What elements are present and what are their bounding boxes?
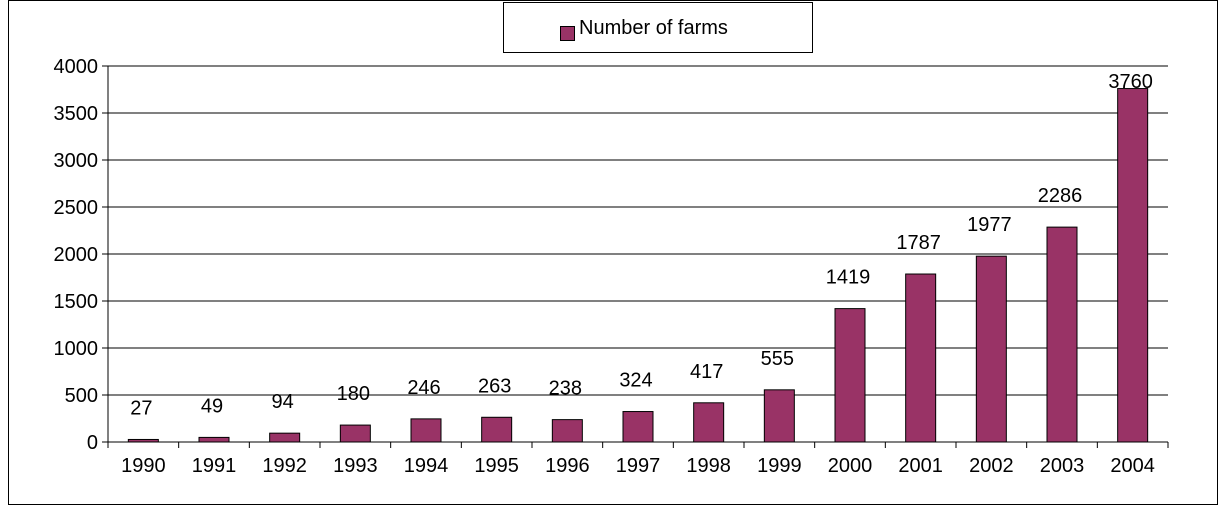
x-tick-label: 1995 bbox=[474, 455, 519, 477]
bar bbox=[905, 273, 937, 443]
x-tick-label: 2000 bbox=[828, 455, 873, 477]
bar bbox=[622, 411, 654, 443]
legend: Number of farms bbox=[503, 2, 813, 53]
bar bbox=[834, 308, 866, 443]
x-tick-label: 2003 bbox=[1040, 455, 1085, 477]
y-tick-label: 1500 bbox=[54, 291, 99, 313]
bar-data-label: 180 bbox=[337, 383, 370, 405]
bar-data-label: 1419 bbox=[826, 267, 871, 289]
x-tick-label: 2001 bbox=[898, 455, 943, 477]
bar-data-label: 1787 bbox=[896, 232, 941, 254]
bar bbox=[763, 389, 795, 443]
legend-swatch bbox=[560, 26, 575, 41]
bar-data-label: 3760 bbox=[1108, 71, 1153, 93]
bar bbox=[339, 424, 371, 443]
bar bbox=[693, 402, 725, 443]
bar-data-label: 94 bbox=[272, 391, 294, 413]
x-tick-label: 1990 bbox=[121, 455, 166, 477]
bar bbox=[481, 416, 513, 443]
bar-data-label: 555 bbox=[761, 348, 794, 370]
bar-data-label: 246 bbox=[407, 377, 440, 399]
x-tick-label: 1994 bbox=[404, 455, 449, 477]
bar-data-label: 263 bbox=[478, 375, 511, 397]
axes bbox=[107, 66, 1168, 443]
bar bbox=[551, 419, 583, 443]
bar-data-label: 1977 bbox=[967, 214, 1012, 236]
x-tick-label: 1991 bbox=[192, 455, 237, 477]
bar bbox=[410, 418, 442, 443]
y-tick-label: 4000 bbox=[54, 56, 99, 78]
x-tick-label: 2004 bbox=[1110, 455, 1155, 477]
bar-data-label: 417 bbox=[690, 361, 723, 383]
y-tick-label: 3500 bbox=[54, 103, 99, 125]
x-tick-label: 1999 bbox=[757, 455, 802, 477]
bar bbox=[269, 432, 301, 443]
bar bbox=[1046, 226, 1078, 443]
y-tick-label: 0 bbox=[87, 432, 98, 454]
legend-label: Number of farms bbox=[579, 17, 728, 39]
bar-data-label: 238 bbox=[549, 378, 582, 400]
y-tick-labels: 0 500 1000 1500 2000 2500 3000 3500 4000 bbox=[54, 56, 99, 454]
bar-data-label: 27 bbox=[130, 397, 152, 419]
bar-data-label: 2286 bbox=[1038, 185, 1083, 207]
y-tick-label: 3000 bbox=[54, 150, 99, 172]
y-tick-label: 2000 bbox=[54, 244, 99, 266]
bar bbox=[198, 436, 230, 443]
x-tick-label: 1993 bbox=[333, 455, 378, 477]
x-tick-labels: 1990 1991 1992 1993 1994 1995 1996 1997 1998 1999… bbox=[121, 455, 1155, 477]
x-tick-label: 1992 bbox=[262, 455, 307, 477]
bar-data-label: 324 bbox=[619, 370, 652, 392]
chart-frame bbox=[8, 0, 1218, 505]
bar bbox=[1117, 88, 1149, 443]
x-tick-label: 2002 bbox=[969, 455, 1014, 477]
x-tick-label: 1996 bbox=[545, 455, 590, 477]
x-tick-label: 1998 bbox=[686, 455, 731, 477]
bars bbox=[127, 88, 1149, 443]
bar bbox=[975, 255, 1007, 443]
y-tick-label: 500 bbox=[65, 385, 98, 407]
bar-data-label: 49 bbox=[201, 395, 223, 417]
y-tick-label: 2500 bbox=[54, 197, 99, 219]
x-tick-label: 1997 bbox=[616, 455, 661, 477]
y-tick-label: 1000 bbox=[54, 338, 99, 360]
data-labels: 27 49 94 180 246 263 238 324 417 555 1419 1787 1977 2… bbox=[130, 71, 1153, 419]
